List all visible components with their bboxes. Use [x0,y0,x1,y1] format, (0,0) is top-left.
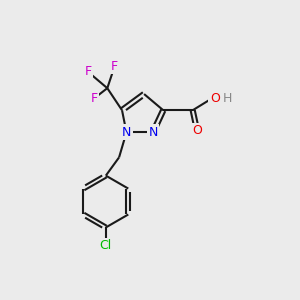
Text: F: F [85,65,92,79]
Text: F: F [91,92,98,105]
Text: N: N [122,126,131,139]
Text: F: F [111,60,118,73]
Text: H: H [223,92,232,105]
Text: N: N [148,126,158,139]
Text: O: O [210,92,220,105]
Text: O: O [192,124,202,137]
Text: Cl: Cl [100,239,112,252]
